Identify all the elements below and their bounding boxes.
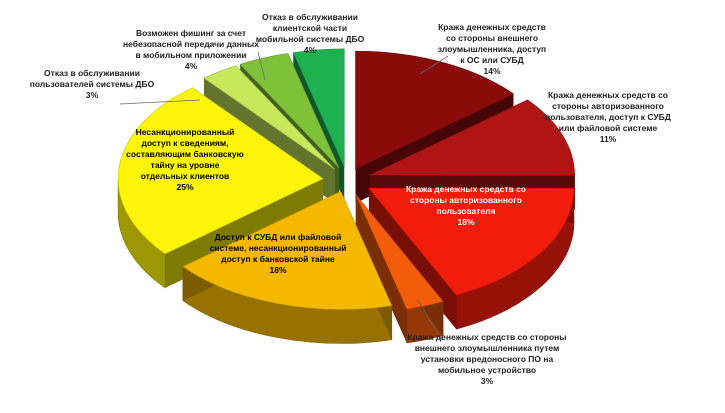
slice-value-label: 11%: [600, 134, 617, 144]
pie-slice-4: [355, 194, 444, 344]
slice-label: Возможен фишинг за счет небезопасной пере…: [123, 28, 259, 71]
slice-label: Отказ в обслуживании пользователей систем…: [30, 68, 155, 100]
slice-value-label: 3%: [86, 90, 99, 100]
slice-cut-face: [355, 194, 407, 343]
slice-value-label: 14%: [483, 66, 500, 76]
slice-value-label: 4%: [304, 45, 317, 55]
slice-value-label: 4%: [185, 61, 198, 71]
slice-label: Кража денежных средств со стороны внешнег…: [407, 332, 566, 386]
slice-top: [355, 50, 515, 170]
slice-top: [239, 53, 340, 168]
slice-top: [292, 48, 345, 168]
slice-label: Кража денежных средств со стороны авториз…: [406, 184, 526, 227]
leader-line: [257, 51, 266, 81]
slice-label: Кража денежных средств со стороны авториз…: [545, 90, 671, 144]
pie-slices: [117, 48, 575, 344]
slice-value-label: 3%: [481, 376, 494, 386]
slice-top: [369, 99, 575, 176]
slice-top: [182, 191, 393, 310]
slice-top: [355, 194, 444, 310]
slice-value-label: 18%: [269, 265, 286, 275]
slice-label: Отказ в обслуживании клиентской части моби…: [256, 12, 365, 55]
slice-top: [203, 65, 335, 170]
slice-label: Кража денежных средств со стороны внешнег…: [438, 22, 546, 76]
slice-top: [368, 188, 575, 296]
leader-lines: [119, 51, 449, 341]
slice-label: Несанкционированный доступ к сведениям, со…: [126, 127, 244, 192]
slice-value-label: 18%: [457, 217, 474, 227]
slice-top: [117, 87, 324, 255]
slice-value-label: 25%: [176, 182, 193, 192]
leader-line: [119, 99, 201, 105]
pie-slice-5: [182, 191, 393, 344]
leader-line: [419, 55, 449, 75]
slice-labels: Кража денежных средств со стороны внешнег…: [30, 12, 671, 386]
leader-line: [417, 299, 443, 341]
slice-label: Доступ к СУБД или файловой системе, несан…: [210, 232, 347, 275]
